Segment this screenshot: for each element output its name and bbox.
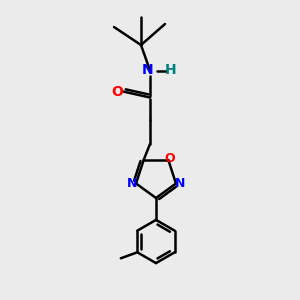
Text: N: N xyxy=(175,177,185,190)
Text: O: O xyxy=(112,85,124,98)
Text: N: N xyxy=(127,177,137,190)
Text: O: O xyxy=(165,152,176,165)
Text: N: N xyxy=(142,64,153,77)
Text: H: H xyxy=(165,64,177,77)
